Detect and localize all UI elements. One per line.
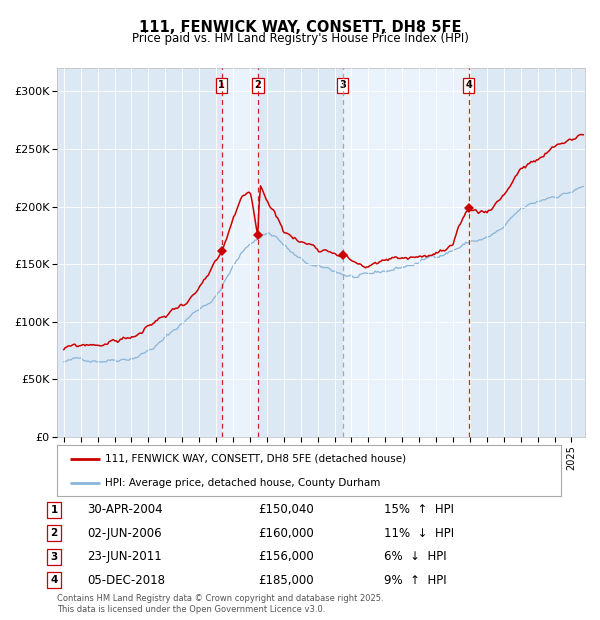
Text: 9%  ↑  HPI: 9% ↑ HPI: [384, 574, 446, 587]
Text: 4: 4: [465, 81, 472, 91]
Bar: [221, 68, 258, 437]
Text: 1: 1: [218, 81, 225, 91]
Text: Contains HM Land Registry data © Crown copyright and database right 2025.: Contains HM Land Registry data © Crown c…: [57, 593, 383, 603]
Text: HPI: Average price, detached house, County Durham: HPI: Average price, detached house, Coun…: [105, 478, 380, 489]
Text: 4: 4: [50, 575, 58, 585]
Text: 02-JUN-2006: 02-JUN-2006: [87, 527, 161, 539]
Text: 111, FENWICK WAY, CONSETT, DH8 5FE: 111, FENWICK WAY, CONSETT, DH8 5FE: [139, 20, 461, 35]
Text: 2: 2: [254, 81, 261, 91]
Bar: [343, 68, 469, 437]
Text: £185,000: £185,000: [258, 574, 314, 587]
Text: 3: 3: [339, 81, 346, 91]
Text: This data is licensed under the Open Government Licence v3.0.: This data is licensed under the Open Gov…: [57, 604, 325, 614]
Text: £156,000: £156,000: [258, 551, 314, 563]
Text: 05-DEC-2018: 05-DEC-2018: [87, 574, 165, 587]
Text: 6%  ↓  HPI: 6% ↓ HPI: [384, 551, 446, 563]
Text: 1: 1: [50, 505, 58, 515]
Text: 23-JUN-2011: 23-JUN-2011: [87, 551, 162, 563]
Text: 15%  ↑  HPI: 15% ↑ HPI: [384, 503, 454, 516]
Text: 3: 3: [50, 552, 58, 562]
Text: £150,040: £150,040: [258, 503, 314, 516]
Text: £160,000: £160,000: [258, 527, 314, 539]
Text: 11%  ↓  HPI: 11% ↓ HPI: [384, 527, 454, 539]
Text: 2: 2: [50, 528, 58, 538]
Text: 30-APR-2004: 30-APR-2004: [87, 503, 163, 516]
Text: 111, FENWICK WAY, CONSETT, DH8 5FE (detached house): 111, FENWICK WAY, CONSETT, DH8 5FE (deta…: [105, 454, 406, 464]
Text: Price paid vs. HM Land Registry's House Price Index (HPI): Price paid vs. HM Land Registry's House …: [131, 32, 469, 45]
